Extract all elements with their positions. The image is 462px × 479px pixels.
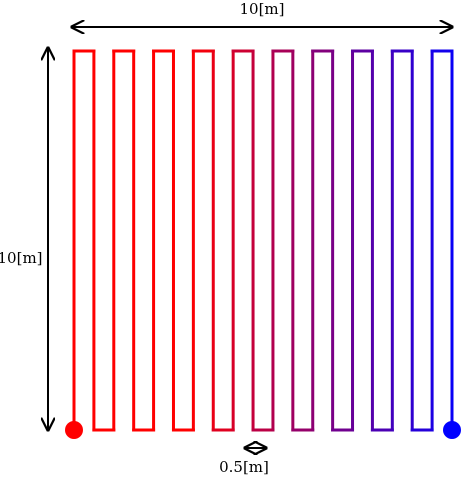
left-dimension-label: 10[m] [0,249,43,267]
coverage-path [72,49,454,432]
top-dimension-label: 10[m] [239,0,284,18]
spacing-dimension-label: 0.5[m] [219,458,269,476]
end-point-marker [443,421,461,439]
start-point-marker [65,421,83,439]
path-markers [65,421,461,439]
